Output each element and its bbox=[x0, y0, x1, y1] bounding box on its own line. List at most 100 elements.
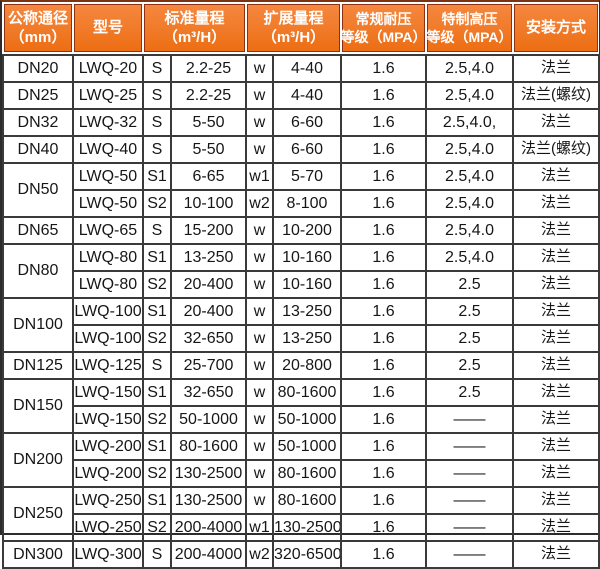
cell-ext-grade: w bbox=[245, 81, 274, 110]
cell-ext-grade: w bbox=[245, 486, 274, 515]
header-text: 特制高压 bbox=[441, 10, 498, 27]
cell-model: LWQ-40 bbox=[72, 135, 144, 164]
cell-grade: S bbox=[142, 81, 172, 110]
table-row: LWQ-100 S2 32-650 w 13-250 1.6 2.5 法兰 bbox=[3, 324, 600, 353]
cell-ext-range: 10-160 bbox=[272, 270, 342, 299]
table-row: LWQ-150 S2 50-1000 w 50-1000 1.6 —— 法兰 bbox=[3, 405, 600, 434]
table-row: DN125 LWQ-125 S 25-700 w 20-800 1.6 2.5 法兰 bbox=[2, 351, 600, 380]
cell-std-range: 13-250 bbox=[170, 243, 247, 272]
header-text: （m³/H） bbox=[261, 29, 326, 46]
table-row: LWQ-200 S2 130-2500 w 80-1600 1.6 —— 法兰 bbox=[3, 459, 600, 488]
cell-ext-range: 10-160 bbox=[272, 243, 342, 272]
header-standard-range: 标准量程 （m³/H） bbox=[143, 2, 246, 55]
cell-grade: S bbox=[142, 351, 172, 380]
cell-install: 法兰 bbox=[512, 243, 600, 272]
cell-std-range: 2.2-25 bbox=[170, 54, 247, 83]
cell-grade: S1 bbox=[142, 243, 172, 272]
table-row: DN65 LWQ-65 S 15-200 w 10-200 1.6 2.5,4.0 法兰 bbox=[2, 216, 600, 245]
cell-install: 法兰 bbox=[512, 54, 600, 83]
cell-pn: 1.6 bbox=[340, 54, 427, 83]
cell-ext-grade: w2 bbox=[245, 540, 274, 569]
cell-grade: S2 bbox=[142, 270, 172, 299]
cell-dn: DN125 bbox=[2, 351, 74, 380]
cell-grade: S bbox=[142, 540, 172, 569]
cell-grade: S bbox=[142, 135, 172, 164]
cell-ext-grade: w bbox=[245, 54, 274, 83]
cell-ext-range: 8-100 bbox=[272, 189, 342, 218]
header-nominal-diameter: 公称通径 （mm） bbox=[3, 2, 73, 55]
cell-install: 法兰 bbox=[512, 162, 600, 191]
table-row: LWQ-80 S2 20-400 w 10-160 1.6 2.5 法兰 bbox=[3, 270, 600, 299]
cell-std-range: 2.2-25 bbox=[170, 81, 247, 110]
cell-std-range: 130-2500 bbox=[170, 486, 247, 515]
cell-install: 法兰 bbox=[512, 297, 600, 326]
cell-std-range: 15-200 bbox=[170, 216, 247, 245]
cell-ext-grade: w bbox=[245, 432, 274, 461]
cell-dn: DN150 bbox=[2, 378, 74, 434]
cell-ext-range: 320-6500 bbox=[272, 540, 342, 569]
cell-model: LWQ-50 bbox=[72, 189, 144, 218]
cell-pn: 1.6 bbox=[340, 297, 427, 326]
cell-dn: DN25 bbox=[2, 81, 74, 110]
cell-install: 法兰 bbox=[512, 270, 600, 299]
cell-pn-high: 2.5,4.0 bbox=[425, 216, 514, 245]
cell-model: LWQ-100 bbox=[72, 297, 144, 326]
cell-grade: S2 bbox=[142, 459, 172, 488]
cell-ext-grade: w bbox=[245, 216, 274, 245]
cell-model: LWQ-50 bbox=[72, 162, 144, 191]
cell-pn-high: —— bbox=[425, 405, 514, 434]
cell-pn: 1.6 bbox=[340, 243, 427, 272]
cell-pn-high: —— bbox=[425, 459, 514, 488]
cell-std-range: 200-4000 bbox=[170, 540, 247, 569]
cell-ext-range: 50-1000 bbox=[272, 432, 342, 461]
cell-model: LWQ-25 bbox=[72, 81, 144, 110]
table-row: DN100 LWQ-100 S1 20-400 w 13-250 1.6 2.5 法兰 bbox=[2, 297, 600, 353]
cell-ext-grade: w bbox=[245, 459, 274, 488]
cell-std-range: 50-1000 bbox=[170, 405, 247, 434]
cell-install: 法兰 bbox=[512, 405, 600, 434]
cell-pn-high: 2.5 bbox=[425, 378, 514, 407]
cell-pn: 1.6 bbox=[340, 324, 427, 353]
cell-pn-high: 2.5 bbox=[425, 270, 514, 299]
cell-grade: S2 bbox=[142, 324, 172, 353]
table-header: 公称通径 （mm） 型号 标准量程 （m³/H） 扩展量程 （m³/H） 常规耐压 等级… bbox=[3, 2, 599, 55]
header-text: 型号 bbox=[92, 19, 123, 37]
cell-ext-range: 80-1600 bbox=[272, 486, 342, 515]
cell-install: 法兰 bbox=[512, 540, 600, 569]
cell-ext-grade: w bbox=[245, 405, 274, 434]
header-high-pressure: 特制高压 等级（MPA） bbox=[426, 2, 513, 55]
table-row: DN40 LWQ-40 S 5-50 w 6-60 1.6 2.5,4.0 法兰(螺纹) bbox=[2, 135, 600, 164]
cell-dn: DN65 bbox=[2, 216, 74, 245]
cell-model: LWQ-300 bbox=[72, 540, 144, 569]
cell-std-range: 200-4000 bbox=[170, 513, 247, 542]
cell-pn-high: 2.5 bbox=[425, 297, 514, 326]
cell-grade: S bbox=[142, 108, 172, 137]
cell-pn: 1.6 bbox=[340, 270, 427, 299]
cell-model: LWQ-250 bbox=[72, 513, 144, 542]
cell-pn: 1.6 bbox=[340, 189, 427, 218]
cell-pn: 1.6 bbox=[340, 351, 427, 380]
cell-install: 法兰(螺纹) bbox=[512, 81, 600, 110]
cell-pn: 1.6 bbox=[340, 135, 427, 164]
table-row: DN20 LWQ-20 S 2.2-25 w 4-40 1.6 2.5,4.0 法兰 bbox=[2, 54, 600, 83]
cell-install: 法兰 bbox=[512, 351, 600, 380]
cell-ext-range: 80-1600 bbox=[272, 459, 342, 488]
cell-std-range: 20-400 bbox=[170, 297, 247, 326]
header-installation: 安装方式 bbox=[513, 2, 599, 55]
cell-install: 法兰 bbox=[512, 459, 600, 488]
cell-dn: DN20 bbox=[2, 54, 74, 83]
cell-pn-high: 2.5,4.0 bbox=[425, 135, 514, 164]
cell-model: LWQ-200 bbox=[72, 459, 144, 488]
cell-std-range: 6-65 bbox=[170, 162, 247, 191]
header-row: 公称通径 （mm） 型号 标准量程 （m³/H） 扩展量程 （m³/H） 常规耐压 等级… bbox=[3, 2, 599, 55]
cell-grade: S bbox=[142, 216, 172, 245]
cell-pn: 1.6 bbox=[340, 108, 427, 137]
cell-pn: 1.6 bbox=[340, 216, 427, 245]
cell-pn-high: —— bbox=[425, 432, 514, 461]
cell-ext-range: 6-60 bbox=[272, 135, 342, 164]
header-text: 公称通径 bbox=[7, 9, 68, 27]
cell-pn-high: 2.5,4.0 bbox=[425, 189, 514, 218]
cell-grade: S1 bbox=[142, 486, 172, 515]
cell-pn-high: —— bbox=[425, 486, 514, 515]
